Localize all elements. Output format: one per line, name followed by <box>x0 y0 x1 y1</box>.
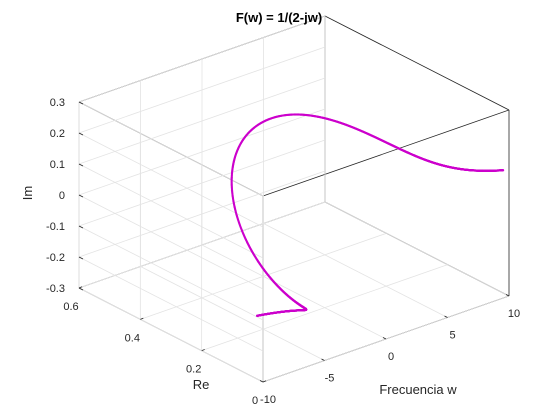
chart-title: F(w) = 1/(2-jw) <box>236 10 322 25</box>
grid-line <box>78 101 264 197</box>
z-tick-mark <box>78 194 84 198</box>
x-tick-mark <box>505 294 510 297</box>
grid-line <box>78 46 326 134</box>
series-point <box>502 169 505 172</box>
grid-line <box>78 287 264 383</box>
grid-line <box>78 225 264 321</box>
z-tick-mark <box>78 163 84 167</box>
z-tick-mark <box>78 287 84 291</box>
z-tick-label: 0 <box>59 190 65 202</box>
grid-line <box>78 132 264 228</box>
x-tick-label: 5 <box>449 330 455 342</box>
z-tick-label: 0.3 <box>50 97 65 109</box>
y-tick-mark <box>201 349 205 352</box>
y-tick-label: 0 <box>252 395 258 407</box>
y-tick-mark <box>140 317 144 320</box>
z-tick-mark <box>78 132 84 136</box>
z-tick-label: -0.3 <box>46 283 65 295</box>
axes-box <box>78 15 510 383</box>
z-tick-mark <box>78 256 84 260</box>
y-axis-label: Re <box>193 377 210 392</box>
box-edge <box>262 109 510 197</box>
x-tick-label: -10 <box>260 394 276 406</box>
y-tick-label: 0.6 <box>63 301 78 313</box>
z-tick-label: 0.1 <box>50 159 65 171</box>
grid-line <box>201 244 387 340</box>
series-layer <box>230 113 505 317</box>
x-tick-label: 0 <box>388 351 394 363</box>
grid-line <box>78 77 326 165</box>
grid-line <box>78 15 326 103</box>
x-axis-label: Frecuencia w <box>379 382 457 397</box>
z-axis-label: Im <box>20 186 35 200</box>
y-tick-label: 0.2 <box>186 364 201 376</box>
x-tick-mark <box>259 380 264 383</box>
grid-line <box>324 201 510 297</box>
grid-line <box>78 108 326 196</box>
tick-layer: -10 -5 0 5 10 0 0.2 0.4 0.6 -0.3 -0.2 -0.1 0 0.1 0.2 0.… <box>46 97 520 407</box>
grid-line <box>78 163 264 259</box>
z-tick-mark <box>78 225 84 229</box>
x-tick-label: 10 <box>508 308 520 320</box>
z-tick-label: -0.1 <box>46 221 65 233</box>
grid-lines <box>78 15 510 383</box>
z-tick-label: 0.2 <box>50 128 65 140</box>
y-tick-label: 0.4 <box>125 332 140 344</box>
grid-line <box>201 264 448 352</box>
grid-line <box>140 266 325 361</box>
y-tick-mark <box>262 380 267 383</box>
x-tick-label: -5 <box>325 373 335 385</box>
x-tick-mark <box>444 315 448 318</box>
grid-line <box>263 223 448 318</box>
z-tick-label: -0.2 <box>46 252 65 264</box>
grid-line <box>78 256 264 352</box>
x-tick-mark <box>382 337 387 340</box>
box-edge <box>324 15 510 111</box>
y-tick-mark <box>78 286 83 289</box>
z-tick-mark <box>78 101 84 105</box>
grid-line <box>78 194 264 290</box>
x-tick-mark <box>321 358 325 361</box>
